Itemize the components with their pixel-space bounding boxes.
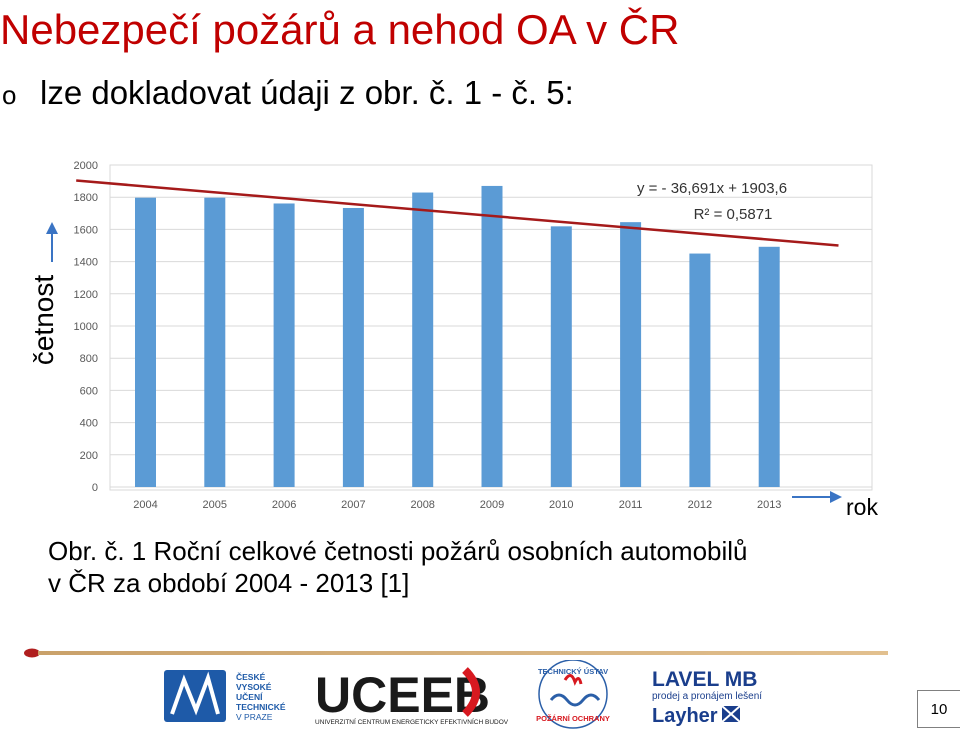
bar-2013 [758, 246, 780, 487]
caption-line-1: Obr. č. 1 Roční celkové četnosti požárů … [48, 536, 748, 566]
tupo-logo: TECHNICKÝ ÚSTAV POŽÁRNÍ OCHRANY [536, 660, 610, 729]
bullet-item: o lze dokladovat údaji z obr. č. 1 - č. 5… [2, 74, 574, 112]
bullet-text: lze dokladovat údaji z obr. č. 1 - č. 5: [40, 74, 574, 111]
cvut-text-5: V PRAZE [236, 712, 273, 722]
lavel-wordmark: LAVEL MB [652, 668, 757, 691]
layher-wordmark: Layher [652, 705, 718, 727]
y-tick-label: 0 [92, 482, 98, 494]
x-tick-label: 2004 [133, 499, 157, 511]
tupo-text-top: TECHNICKÝ ÚSTAV [538, 667, 608, 676]
x-tick-label: 2008 [410, 499, 434, 511]
x-tick-label: 2012 [688, 499, 712, 511]
y-tick-label: 1000 [74, 321, 98, 333]
trendline-equation: y = - 36,691x + 1903,6 [637, 180, 787, 197]
cvut-text-3: UČENÍ [236, 691, 263, 702]
bar-2008 [412, 192, 434, 487]
x-tick-label: 2010 [549, 499, 573, 511]
trendline-group [76, 179, 839, 247]
y-axis-arrowhead [46, 222, 58, 234]
cvut-text-4: TECHNICKÉ [236, 702, 286, 712]
y-tick-label: 600 [80, 385, 98, 397]
y-tick-label: 800 [80, 353, 98, 365]
match-stick [38, 651, 888, 655]
figure-caption: Obr. č. 1 Roční celkové četnosti požárů … [48, 535, 748, 599]
x-tick-label: 2009 [480, 499, 504, 511]
x-tick-label: 2013 [757, 499, 781, 511]
cvut-text-2: VYSOKÉ [236, 682, 272, 692]
y-tick-label: 1400 [74, 257, 98, 269]
logo-strip: ČESKÉ VYSOKÉ UČENÍ TECHNICKÉ V PRAZE UCE… [164, 660, 762, 729]
match-divider [24, 648, 888, 658]
slide-title: Nebezpečí požárů a nehod OA v ČR [0, 6, 680, 53]
caption-line-2: v ČR za období 2004 - 2013 [1] [48, 568, 410, 598]
cvut-text-1: ČESKÉ [236, 671, 266, 682]
y-tick-label: 1800 [74, 192, 98, 204]
bar-2004 [135, 197, 156, 488]
bar-2009 [481, 185, 503, 487]
bar-2010 [550, 226, 572, 487]
x-tick-label: 2006 [272, 499, 296, 511]
x-tick-label: 2005 [203, 499, 227, 511]
page-number: 10 [917, 690, 960, 728]
tupo-emblem-icon [538, 660, 608, 729]
y-tick-label: 1200 [74, 289, 98, 301]
bullet-marker: o [2, 80, 17, 110]
y-tick-label: 1600 [74, 224, 98, 236]
y-axis-ticks: 0 200 400 600 800 1000 1200 1400 1600 1800 2000 [74, 160, 98, 494]
bar-2006 [273, 203, 295, 487]
x-axis-arrowhead [830, 491, 842, 503]
bars [135, 185, 780, 488]
trendline-r2: R² = 0,5871 [694, 206, 773, 223]
x-axis-label: rok [846, 494, 878, 520]
x-tick-label: 2007 [341, 499, 365, 511]
x-tick-label: 2011 [619, 499, 643, 511]
uceeb-accent-icon [462, 667, 480, 717]
y-tick-label: 2000 [74, 160, 98, 172]
trendline [76, 179, 839, 247]
bar-2011 [620, 222, 642, 487]
y-tick-label: 400 [80, 418, 98, 430]
y-tick-label: 200 [80, 450, 98, 462]
y-axis-label: četnost [28, 274, 59, 366]
match-head [24, 648, 40, 658]
lavel-logo: LAVEL MB prodej a pronájem lešení Layher [652, 668, 762, 727]
uceeb-subtitle: UNIVERZITNÍ CENTRUM ENERGETICKY EFEKTIVN… [315, 717, 509, 726]
bar-2012 [689, 253, 711, 487]
uceeb-wordmark: UCEEB [315, 667, 490, 723]
cvut-logo: ČESKÉ VYSOKÉ UČENÍ TECHNICKÉ V PRAZE [164, 670, 286, 722]
uceeb-logo: UCEEB UNIVERZITNÍ CENTRUM ENERGETICKY EF… [315, 667, 509, 726]
bar-2007 [342, 207, 364, 487]
tupo-text-bottom: POŽÁRNÍ OCHRANY [536, 714, 610, 723]
bar-2005 [204, 197, 226, 488]
lavel-subtitle: prodej a pronájem lešení [652, 691, 762, 702]
x-axis-ticks: 2004 2005 2006 2007 2008 2009 2010 2011 2012 2013 [133, 499, 781, 511]
